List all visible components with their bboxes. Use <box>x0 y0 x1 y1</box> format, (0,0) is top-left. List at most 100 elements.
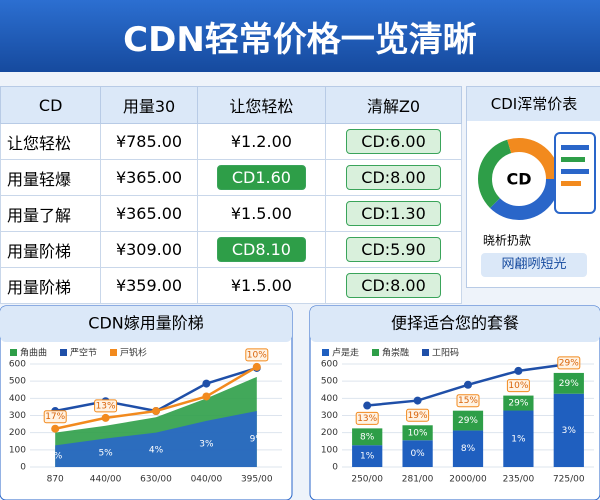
bar-segment <box>503 395 534 411</box>
bar-segment <box>503 410 534 467</box>
x-tick-label: 250/00 <box>351 475 383 485</box>
price-pill: CD:1.30 <box>346 201 441 226</box>
data-label: 29% <box>559 379 579 389</box>
legend-label: 角崇融 <box>382 347 409 359</box>
label-box <box>557 356 581 370</box>
data-label: 29% <box>508 399 528 409</box>
legend-label: 严空节 <box>70 347 97 359</box>
legend-swatch <box>110 349 117 356</box>
button[interactable]: 网翩咧短光 <box>481 253 587 277</box>
bar-segment <box>553 393 584 467</box>
point <box>252 362 261 371</box>
y-tick-label: 0 <box>332 463 338 473</box>
data-label: 10% <box>508 381 528 391</box>
price-table: CD 用量30 让您轻松 清解Z0 让您轻松 ¥785.00 ¥1.2.00 CD:6.00 用… <box>0 86 462 304</box>
bar-segment <box>402 425 433 441</box>
x-tick-label: 440/00 <box>90 475 122 485</box>
data-label: 10% <box>247 350 267 360</box>
caption: 晓析扔款 <box>483 234 531 248</box>
data-label: 9% <box>250 435 265 445</box>
y-tick-label: 500 <box>321 377 338 387</box>
table-cell: CD:8.00 <box>325 159 462 196</box>
data-label: 13% <box>96 401 116 411</box>
data-label: 29% <box>458 416 478 426</box>
doc-line <box>561 157 585 162</box>
banner-title: CDN轻常价格一览清晰 <box>0 0 600 72</box>
data-label: 0% <box>410 449 425 459</box>
table-cell: ¥365.00 <box>100 195 198 232</box>
point <box>413 396 422 405</box>
y-tick-label: 400 <box>9 394 26 404</box>
y-tick-label: 100 <box>321 445 338 455</box>
data-label: 13% <box>357 414 377 424</box>
price-pill: CD:6.00 <box>346 129 441 154</box>
chart-title: 便择适合您的套餐 <box>391 314 519 333</box>
column-header: 让您轻松 <box>196 86 327 124</box>
table-cell: ¥1.5.00 <box>196 195 327 232</box>
x-tick-label: 281/00 <box>402 475 434 485</box>
bar-segment <box>352 445 383 467</box>
table-row: 用量了解 ¥365.00 ¥1.5.00 CD:1.30 <box>0 195 462 232</box>
bar-segment <box>553 372 584 394</box>
y-tick-label: 100 <box>9 445 26 455</box>
table-cell: 用量阶梯 <box>0 231 102 268</box>
data-label: 4% <box>149 445 164 455</box>
legend-swatch <box>60 349 67 356</box>
point <box>152 407 160 416</box>
data-label: 8% <box>360 432 375 442</box>
table-cell: CD1.60 <box>196 159 327 196</box>
label-box <box>245 348 269 362</box>
x-tick-label: 040/00 <box>191 475 223 485</box>
table-header: CD 用量30 让您轻松 清解Z0 <box>0 86 462 124</box>
price-pill: CD8.10 <box>216 237 306 262</box>
table-row: 让您轻松 ¥785.00 ¥1.2.00 CD:6.00 <box>0 123 462 160</box>
column-header: 清解Z0 <box>325 86 462 124</box>
table-cell: CD:5.90 <box>325 231 462 268</box>
label-box <box>456 394 480 408</box>
area <box>55 411 257 467</box>
x-tick-label: 870 <box>47 475 64 485</box>
doc-line <box>561 145 589 150</box>
x-tick-label: 395/00 <box>241 475 273 485</box>
data-label: 5% <box>48 452 63 462</box>
data-label: 1% <box>360 452 375 462</box>
point <box>363 401 372 410</box>
price-pill: CD:8.00 <box>346 165 441 190</box>
x-tick-label: 235/00 <box>503 475 535 485</box>
point <box>464 380 472 389</box>
table-cell: ¥309.00 <box>100 231 198 268</box>
legend-label: 工阳码 <box>432 348 459 359</box>
y-tick-label: 600 <box>321 360 338 370</box>
data-label: 15% <box>458 396 478 406</box>
side-panel: CDI浑常价表 CD 晓析扔款 网翩咧短光 <box>466 86 600 288</box>
price-pill: CD:8.00 <box>346 273 441 298</box>
legend-label: 卢是走 <box>332 347 359 359</box>
legend-swatch <box>422 349 429 356</box>
point <box>101 413 110 422</box>
table-row: 用量阶梯 ¥309.00 CD8.10 CD:5.90 <box>0 231 462 268</box>
legend-swatch <box>10 349 17 356</box>
doc-line <box>561 181 581 186</box>
y-tick-label: 600 <box>9 360 26 370</box>
chart-title: CDN嫁用量阶梯 <box>88 314 203 333</box>
y-tick-label: 200 <box>321 428 338 438</box>
y-tick-label: 400 <box>321 394 338 404</box>
bar-segment <box>352 428 383 446</box>
donut-seg <box>478 138 560 220</box>
table-cell: ¥365.00 <box>100 159 198 196</box>
data-label: 17% <box>45 412 65 422</box>
table-cell: ¥359.00 <box>100 267 198 304</box>
side-title: CDI浑常价表 <box>467 87 600 121</box>
bar-segment <box>402 440 433 467</box>
data-label: 1% <box>511 434 526 444</box>
y-tick-label: 500 <box>9 377 26 387</box>
label-box <box>94 399 118 413</box>
table-cell: ¥1.5.00 <box>196 267 327 304</box>
table-cell: CD:6.00 <box>325 123 462 160</box>
legend-label: 戸钒杉 <box>120 347 147 359</box>
table-cell: CD:8.00 <box>325 267 462 304</box>
panel-head <box>0 306 292 342</box>
table-cell: 用量阶梯 <box>0 267 102 304</box>
x-tick-label: 2000/00 <box>449 475 487 485</box>
